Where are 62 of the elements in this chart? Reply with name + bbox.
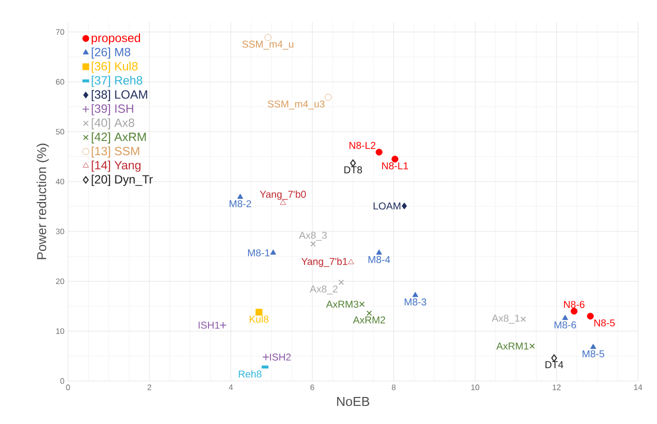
point — [586, 312, 594, 320]
annotation: M8-3 — [404, 298, 426, 306]
legend-label: [39] ISH — [92, 104, 134, 116]
y-axis-title: Power reduction (%) — [36, 144, 49, 260]
point — [562, 314, 568, 320]
annotation: Kul8 — [250, 315, 268, 323]
annotation: DT8 — [344, 166, 362, 174]
annotation: SSM_m4_u — [242, 40, 294, 50]
point — [348, 258, 354, 264]
legend-label: proposed — [92, 33, 140, 45]
point — [520, 316, 526, 322]
legend-label: [14] Yang — [92, 160, 140, 172]
point — [270, 249, 276, 255]
annotation: N8-L2 — [350, 142, 376, 149]
point — [402, 202, 407, 210]
point — [376, 148, 382, 156]
legend-label: [20] Dyn_Tr — [92, 174, 153, 186]
annotation: ISH2 — [270, 354, 291, 361]
legend-label: [36] Kul8 — [92, 62, 138, 73]
x-axis-title: NoEB — [337, 397, 370, 406]
annotation: M8-2 — [230, 200, 252, 208]
annotation: M8-4 — [368, 256, 390, 264]
annotation: Ax8_3 — [298, 232, 327, 241]
annotation: M8-5 — [582, 350, 604, 358]
annotation: DT4 — [546, 361, 564, 368]
annotation: AxRM3 — [326, 300, 358, 308]
point — [529, 343, 535, 349]
annotation: ISH1 — [198, 322, 220, 329]
annotation: N8-5 — [594, 319, 615, 326]
point — [359, 302, 365, 307]
point — [264, 34, 272, 41]
point — [262, 353, 270, 361]
legend-label: [13] SSM — [92, 146, 140, 158]
point — [280, 200, 286, 205]
point — [590, 344, 596, 349]
annotation: N8-6 — [564, 300, 584, 308]
legend-label: [42] AxRM — [92, 132, 146, 144]
point — [338, 280, 344, 285]
point — [376, 249, 382, 255]
annotation: Yang_7'b1 — [301, 258, 348, 267]
point — [366, 310, 372, 316]
point — [237, 194, 244, 199]
point — [324, 94, 332, 101]
annotation: Yang_7'b0 — [260, 190, 306, 200]
legend-label: [40] Ax8 — [92, 118, 134, 130]
point — [412, 292, 418, 298]
annotation: M8-1 — [248, 249, 270, 256]
legend-label: [38] LOAM — [92, 90, 148, 102]
legend-label: [37] Reh8 — [92, 76, 142, 87]
annotation: SSM_m4_u3 — [268, 100, 325, 110]
annotation: AxRM2 — [352, 316, 386, 324]
point — [310, 241, 316, 247]
legend-label: [26] M8 — [92, 48, 130, 59]
annotation: AxRM1 — [496, 342, 528, 350]
point — [219, 322, 227, 329]
annotation: M8-6 — [554, 321, 576, 328]
point — [570, 308, 578, 315]
annotation: Ax8_1 — [492, 314, 520, 324]
annotation: Ax8_2 — [310, 285, 338, 294]
annotation: N8-L1 — [382, 162, 408, 170]
annotation: Reh8 — [238, 370, 262, 378]
annotation: LOAM — [374, 202, 400, 210]
